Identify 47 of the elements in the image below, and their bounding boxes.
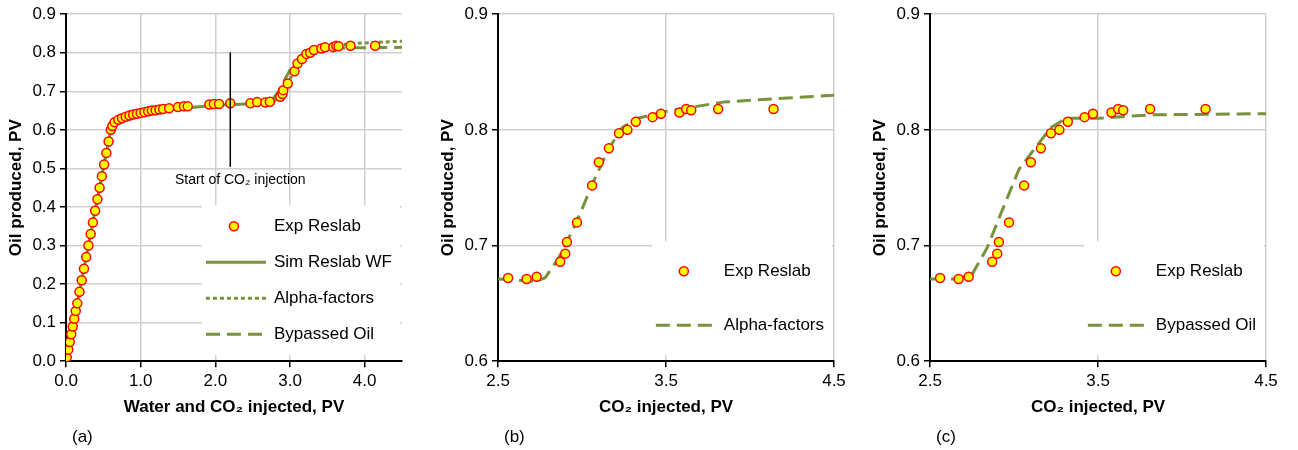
x-tick-label: 3.5 <box>1086 371 1110 391</box>
y-axis-title: Oil produced, PV <box>437 118 457 257</box>
y-tick-label: 0.3 <box>32 235 57 255</box>
x-tick-label: 4.5 <box>822 371 846 391</box>
y-tick-label: 0.8 <box>464 119 489 139</box>
legend-label: Bypassed Oil <box>273 323 375 343</box>
y-axis-title: Oil produced, PV <box>869 118 889 257</box>
x-tick-label: 2.5 <box>918 371 942 391</box>
legend-label: Sim Reslab WF <box>273 251 393 271</box>
y-tick-label: 0.7 <box>464 235 489 255</box>
y-tick-label: 0.9 <box>896 3 921 23</box>
x-tick-label: 2.5 <box>486 371 510 391</box>
y-tick-label: 0.1 <box>32 312 57 332</box>
text: (c) <box>936 427 956 447</box>
y-axis-title: Oil produced, PV <box>5 118 25 257</box>
text: (b) <box>504 427 525 447</box>
ref-line-label: Start of CO₂ injection <box>174 170 306 187</box>
x-axis-title: CO₂ injected, PV <box>1030 397 1166 417</box>
y-tick-label: 0.6 <box>32 119 57 139</box>
legend-label: Alpha-factors <box>723 314 825 334</box>
x-tick-label: 3.5 <box>654 371 678 391</box>
legend-label: Exp Reslab <box>723 260 811 280</box>
y-tick-label: 0.7 <box>32 81 57 100</box>
x-tick-label: 2.0 <box>203 371 228 391</box>
legend-label: Alpha-factors <box>273 287 375 307</box>
y-tick-label: 0.7 <box>896 235 921 255</box>
x-tick-label: 4.5 <box>1254 371 1278 391</box>
x-axis-title: CO₂ injected, PV <box>598 397 734 417</box>
y-tick-label: 0.9 <box>464 3 489 23</box>
y-tick-label: 0.0 <box>32 350 57 370</box>
y-tick-label: 0.4 <box>32 196 57 216</box>
y-tick-label: 0.5 <box>32 158 57 178</box>
x-tick-label: 1.0 <box>128 371 153 391</box>
legend-label: Exp Reslab <box>1155 260 1243 280</box>
y-tick-label: 0.9 <box>32 3 57 23</box>
y-tick-label: 0.2 <box>32 273 57 293</box>
x-tick-label: 4.0 <box>352 371 377 391</box>
x-tick-label: 3.0 <box>278 371 302 391</box>
y-tick-label: 0.6 <box>464 350 489 370</box>
legend-label: Bypassed Oil <box>1155 314 1257 334</box>
y-tick-label: 0.8 <box>32 42 57 62</box>
y-tick-label: 0.6 <box>896 350 921 370</box>
text: (a) <box>72 427 93 447</box>
y-tick-label: 0.8 <box>896 119 921 139</box>
legend-label: Exp Reslab <box>273 215 361 235</box>
x-tick-label: 0.0 <box>54 371 78 391</box>
x-axis-title: Water and CO₂ injected, PV <box>123 397 345 417</box>
